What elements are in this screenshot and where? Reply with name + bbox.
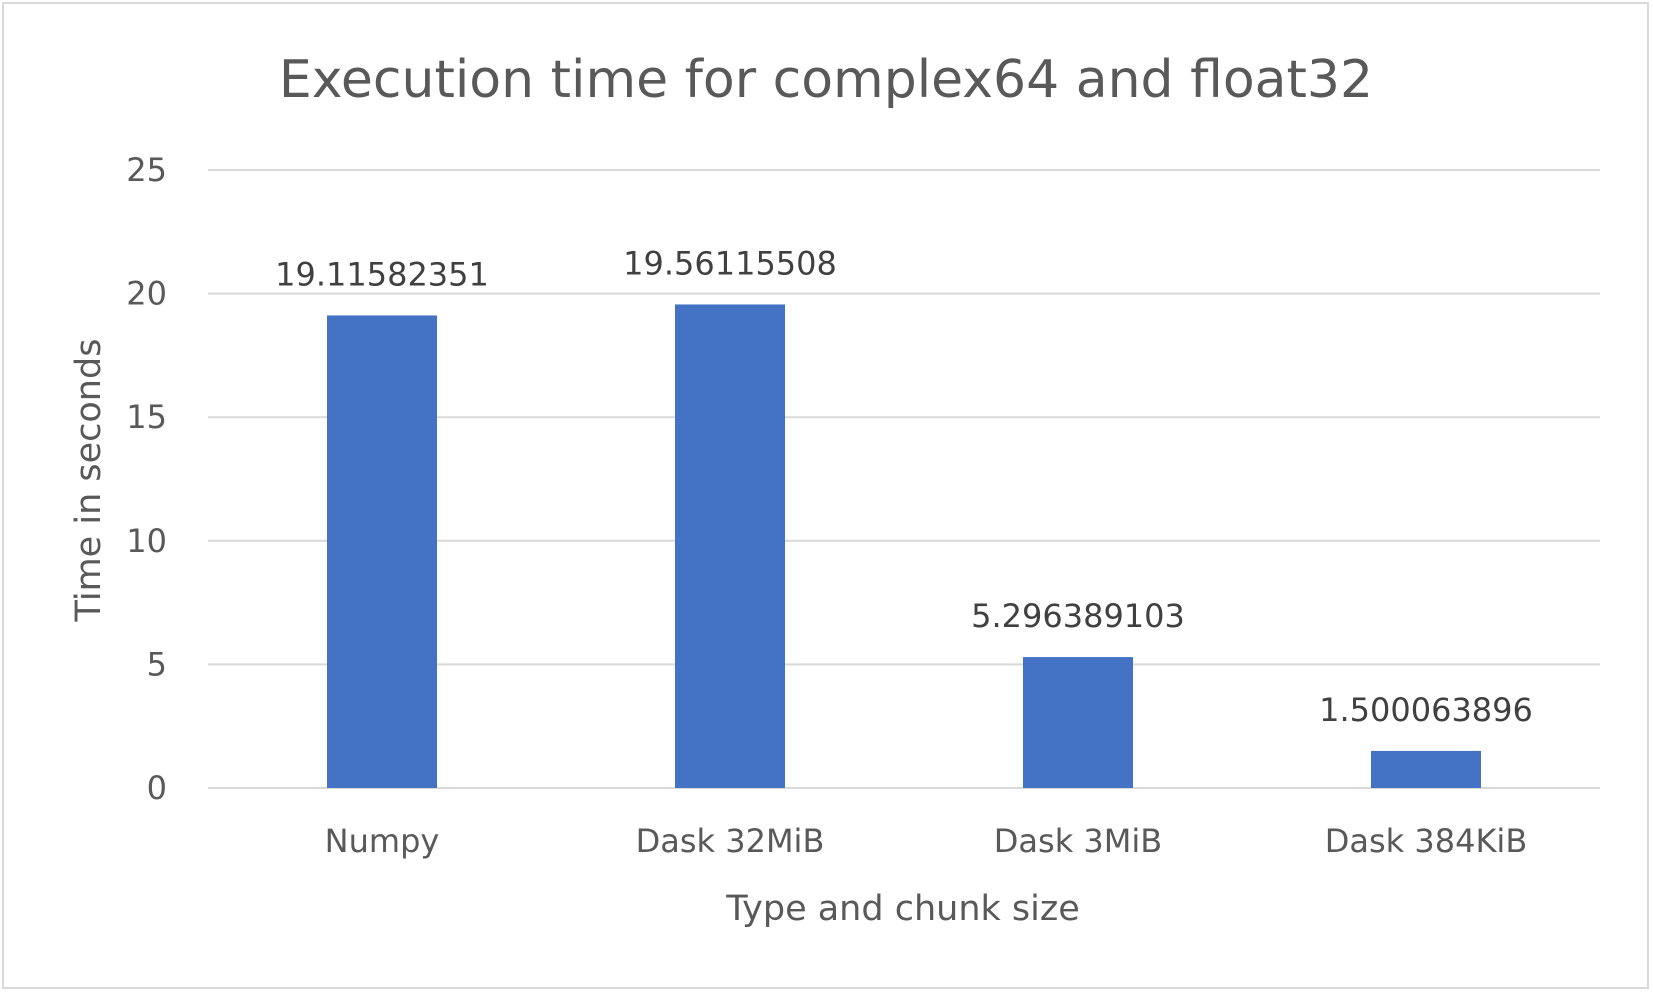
y-tick-label: 10 [126,522,167,560]
x-tick-label: Numpy [325,822,440,860]
y-tick-label: 0 [147,769,167,807]
data-label: 19.11582351 [275,255,489,293]
bar-numpy [327,315,437,788]
bars [327,304,1481,788]
data-label: 19.56115508 [623,244,837,282]
x-tick-label: Dask 3MiB [994,822,1162,860]
y-axis-tick-labels: 0 5 10 15 20 25 [126,151,167,807]
y-tick-label: 5 [147,645,167,683]
x-axis-tick-labels: Numpy Dask 32MiB Dask 3MiB Dask 384KiB [325,822,1528,860]
y-axis-title: Time in seconds [69,339,109,623]
chart-title: Execution time for complex64 and float32 [279,50,1373,110]
bar-dask-3mib [1023,657,1133,788]
data-labels: 19.11582351 19.56115508 5.296389103 1.50006… [275,244,1533,728]
bar-dask-384kib [1371,750,1481,788]
x-tick-label: Dask 32MiB [636,822,825,860]
data-label: 1.500063896 [1319,691,1533,729]
gridlines [208,169,1600,789]
data-label: 5.296389103 [971,597,1185,635]
bar-dask-32mib [675,304,785,788]
y-tick-label: 15 [126,398,167,436]
y-tick-label: 20 [126,275,167,313]
x-tick-label: Dask 384KiB [1325,822,1528,860]
x-axis-title: Type and chunk size [725,889,1080,929]
y-tick-label: 25 [126,151,167,189]
